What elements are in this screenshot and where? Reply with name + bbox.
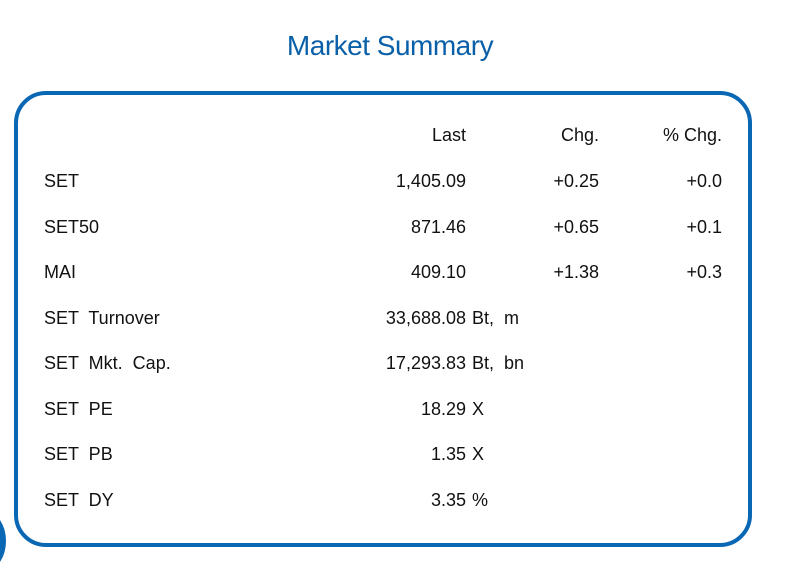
row-label: MAI bbox=[44, 262, 77, 282]
row-unit: X bbox=[472, 399, 485, 419]
table-header: Last Chg. % Chg. bbox=[0, 120, 792, 150]
row-label: SET PE bbox=[44, 399, 113, 419]
table-row: MAI 409.10 +1.38 +0.3 bbox=[0, 257, 792, 287]
row-last-value: 409.10 bbox=[410, 262, 466, 282]
row-last-value: 871.46 bbox=[410, 217, 466, 237]
row-label: SET50 bbox=[44, 217, 100, 237]
row-label: SET DY bbox=[44, 490, 114, 510]
row-label: SET bbox=[44, 171, 80, 191]
row-last-value: 3.35 bbox=[430, 490, 466, 510]
page-title: Market Summary bbox=[286, 30, 494, 61]
row-chg-value: +0.25 bbox=[553, 171, 599, 191]
row-unit: Bt, m bbox=[472, 308, 520, 328]
row-pct-chg-value: +0.0 bbox=[686, 171, 722, 191]
column-header-pct-chg: % Chg. bbox=[662, 125, 722, 145]
row-label: SET Turnover bbox=[44, 308, 160, 328]
row-unit: % bbox=[472, 490, 489, 510]
table-row: SET 1,405.09 +0.25 +0.0 bbox=[0, 166, 792, 196]
column-header-last: Last bbox=[431, 125, 466, 145]
row-unit: X bbox=[472, 444, 485, 464]
column-header-chg: Chg. bbox=[560, 125, 599, 145]
row-last-value: 18.29 bbox=[420, 399, 466, 419]
row-last-value: 1.35 bbox=[430, 444, 466, 464]
row-last-value: 17,293.83 bbox=[385, 353, 466, 373]
decorative-circle bbox=[0, 513, 6, 569]
row-last-value: 33,688.08 bbox=[385, 308, 466, 328]
table-row: SET Turnover 33,688.08 Bt, m bbox=[0, 303, 792, 333]
table-row: SET PB 1.35 X bbox=[0, 439, 792, 469]
row-pct-chg-value: +0.3 bbox=[686, 262, 722, 282]
row-unit: Bt, bn bbox=[472, 353, 525, 373]
row-label: SET PB bbox=[44, 444, 113, 464]
table-row: SET Mkt. Cap. 17,293.83 Bt, bn bbox=[0, 348, 792, 378]
row-label: SET Mkt. Cap. bbox=[44, 353, 171, 373]
row-pct-chg-value: +0.1 bbox=[686, 217, 722, 237]
row-chg-value: +1.38 bbox=[553, 262, 599, 282]
market-summary-panel bbox=[14, 91, 752, 547]
table-row: SET PE 18.29 X bbox=[0, 394, 792, 424]
row-last-value: 1,405.09 bbox=[395, 171, 466, 191]
row-chg-value: +0.65 bbox=[553, 217, 599, 237]
table-row: SET DY 3.35 % bbox=[0, 485, 792, 515]
table-row: SET50 871.46 +0.65 +0.1 bbox=[0, 212, 792, 242]
